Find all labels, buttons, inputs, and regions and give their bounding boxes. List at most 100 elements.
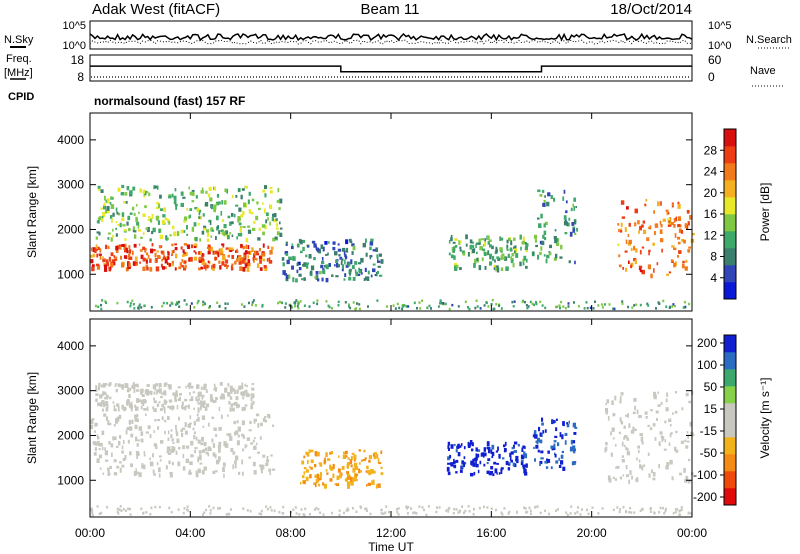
data-cell xyxy=(170,510,173,514)
cpid-label: CPID xyxy=(8,91,34,103)
data-cell xyxy=(222,231,226,236)
data-cell xyxy=(185,303,188,306)
data-cell xyxy=(627,305,630,309)
data-cell xyxy=(245,237,249,243)
data-cell xyxy=(166,416,170,420)
data-cell xyxy=(108,256,111,262)
data-cell xyxy=(524,468,527,474)
data-cell xyxy=(539,251,542,256)
data-cell xyxy=(162,301,165,305)
data-cell xyxy=(322,482,325,486)
data-cell xyxy=(167,430,170,435)
data-cell xyxy=(672,511,675,515)
data-cell xyxy=(568,260,571,264)
data-cell xyxy=(187,423,191,428)
data-cell xyxy=(175,206,177,210)
data-cell xyxy=(539,460,543,465)
data-cell xyxy=(99,467,102,470)
data-cell xyxy=(190,454,194,458)
data-cell xyxy=(474,258,477,264)
data-cell xyxy=(237,233,241,237)
data-cell xyxy=(134,383,138,387)
data-cell xyxy=(342,247,346,252)
data-cell xyxy=(572,461,577,464)
data-cell xyxy=(221,255,226,261)
data-cell xyxy=(211,416,214,419)
data-cell xyxy=(183,243,187,246)
data-cell xyxy=(195,251,197,255)
data-cell xyxy=(135,468,137,473)
data-cell xyxy=(152,469,155,474)
data-cell xyxy=(116,403,120,407)
data-cell xyxy=(106,198,110,204)
data-cell xyxy=(491,245,494,250)
data-cell xyxy=(465,234,468,240)
data-cell xyxy=(251,303,254,307)
freq-tick-bottom: 8 xyxy=(77,70,84,84)
data-cell xyxy=(561,434,564,440)
data-cell xyxy=(576,510,579,514)
data-cell xyxy=(325,277,329,283)
data-cell xyxy=(653,268,655,273)
data-cell xyxy=(338,509,341,512)
colorbar-swatch xyxy=(724,180,736,198)
data-cell xyxy=(93,441,97,446)
data-cell xyxy=(201,230,205,235)
data-cell xyxy=(163,406,166,409)
data-cell xyxy=(513,246,516,249)
data-cell xyxy=(540,213,543,219)
data-cell xyxy=(149,267,153,272)
data-cell xyxy=(338,513,341,517)
x-tick-label: 08:00 xyxy=(276,526,306,540)
data-cell xyxy=(115,248,119,254)
data-cell xyxy=(197,416,200,422)
data-cell xyxy=(666,210,669,216)
data-cell xyxy=(158,455,162,458)
data-cell xyxy=(203,405,206,409)
data-cell xyxy=(668,271,672,274)
data-cell xyxy=(133,307,136,310)
data-cell xyxy=(685,223,687,226)
data-cell xyxy=(363,277,366,281)
y-tick-label: 1000 xyxy=(57,267,84,281)
data-cell xyxy=(232,451,236,455)
data-cell xyxy=(543,254,546,257)
data-cell xyxy=(316,302,319,306)
data-cell xyxy=(677,236,681,240)
data-cell xyxy=(556,237,559,243)
data-cell xyxy=(146,390,150,396)
data-cell xyxy=(489,244,492,248)
data-cell xyxy=(195,195,198,199)
data-cell xyxy=(554,453,557,458)
data-cell xyxy=(458,509,461,513)
data-cell xyxy=(133,234,137,239)
data-cell xyxy=(168,506,171,510)
data-cell xyxy=(259,267,263,271)
data-cell xyxy=(128,253,131,258)
data-cell xyxy=(285,277,289,282)
data-cell xyxy=(174,399,177,402)
data-cell xyxy=(413,511,416,514)
data-cell xyxy=(201,394,205,398)
data-cell xyxy=(487,241,490,245)
colorbar-swatch xyxy=(724,214,736,232)
data-cell xyxy=(208,306,211,309)
data-cell xyxy=(241,382,244,388)
data-cell xyxy=(380,450,383,455)
data-cell xyxy=(569,512,572,515)
data-cell xyxy=(198,209,202,213)
data-cell xyxy=(570,505,573,508)
data-cell xyxy=(484,266,487,270)
data-cell xyxy=(464,300,467,304)
data-cell xyxy=(542,234,545,239)
data-cell xyxy=(495,303,498,306)
colorbar-tick-label: 15 xyxy=(704,402,718,416)
data-cell xyxy=(338,254,341,257)
data-cell xyxy=(486,441,490,446)
data-cell xyxy=(268,257,271,261)
data-cell xyxy=(654,223,659,228)
data-cell xyxy=(535,301,537,304)
data-cell xyxy=(629,506,632,510)
data-cell xyxy=(149,434,152,439)
data-cell xyxy=(507,462,511,465)
